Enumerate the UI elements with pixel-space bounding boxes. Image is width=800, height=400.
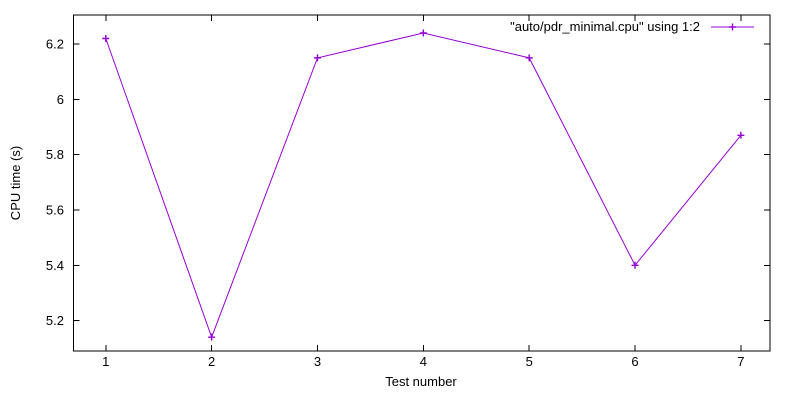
data-point-marker xyxy=(631,261,639,269)
data-point-marker xyxy=(419,29,427,37)
legend-sample-marker xyxy=(729,23,736,31)
y-axis-title: CPU time (s) xyxy=(8,146,23,220)
x-tick-label: 2 xyxy=(208,354,215,369)
y-tick-label: 5.4 xyxy=(46,258,64,273)
x-tick-label: 3 xyxy=(314,354,321,369)
series-line xyxy=(105,32,742,339)
x-tick-label: 5 xyxy=(526,354,533,369)
y-tick-label: 5.6 xyxy=(46,202,64,217)
data-point-marker xyxy=(737,131,745,139)
x-tick-label: 1 xyxy=(102,354,109,369)
plot-border xyxy=(73,14,771,352)
data-point-marker xyxy=(208,333,216,341)
data-point-marker xyxy=(525,54,533,62)
y-tick-label: 6.2 xyxy=(46,37,64,52)
y-tick-label: 5.8 xyxy=(46,147,64,162)
x-tick-label: 4 xyxy=(420,354,427,369)
y-tick-label: 6 xyxy=(57,92,64,107)
legend-label: "auto/pdr_minimal.cpu" using 1:2 xyxy=(510,19,700,34)
data-point-marker xyxy=(102,35,110,43)
x-tick-label: 7 xyxy=(737,354,744,369)
data-point-marker xyxy=(313,54,321,62)
x-tick-label: 6 xyxy=(631,354,638,369)
x-axis-title: Test number xyxy=(385,374,457,389)
y-tick-label: 5.2 xyxy=(46,313,64,328)
